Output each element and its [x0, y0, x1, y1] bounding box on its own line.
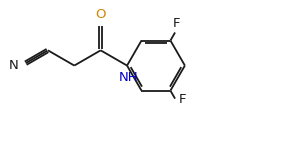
Text: N: N — [9, 59, 18, 72]
Text: F: F — [179, 93, 187, 106]
Text: F: F — [173, 17, 180, 30]
Text: O: O — [95, 8, 106, 21]
Text: NH: NH — [119, 71, 138, 84]
